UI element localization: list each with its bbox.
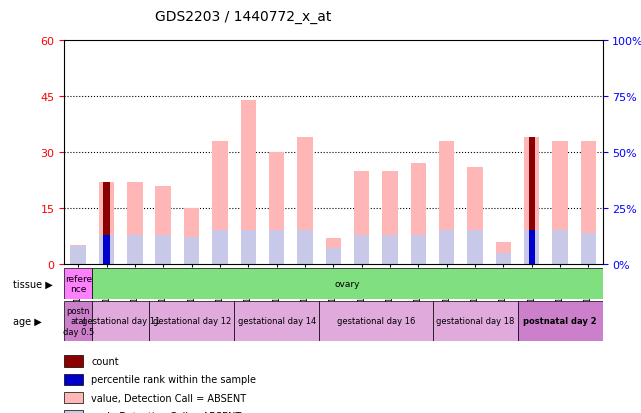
Bar (99, 183, 114, 264)
Bar (439, 142, 454, 264)
Text: refere
nce: refere nce (65, 274, 92, 294)
Bar (71, 247, 86, 264)
FancyBboxPatch shape (319, 301, 433, 341)
Bar (553, 231, 568, 264)
Text: postnatal day 2: postnatal day 2 (523, 317, 597, 325)
Bar (71, 246, 86, 264)
Text: gestational day 12: gestational day 12 (153, 317, 231, 325)
Bar (581, 142, 596, 264)
Text: ovary: ovary (335, 280, 360, 288)
Bar (410, 235, 426, 264)
Bar (553, 142, 568, 264)
FancyBboxPatch shape (433, 301, 517, 341)
Bar (156, 235, 171, 264)
Bar (269, 153, 285, 264)
Bar (297, 138, 313, 264)
FancyBboxPatch shape (92, 301, 149, 341)
Text: count: count (91, 356, 119, 366)
Text: GDS2203 / 1440772_x_at: GDS2203 / 1440772_x_at (155, 10, 332, 24)
Bar (529, 138, 535, 264)
FancyBboxPatch shape (234, 301, 319, 341)
Bar (439, 231, 454, 264)
Bar (269, 231, 285, 264)
Text: gestational day 18: gestational day 18 (436, 317, 514, 325)
FancyBboxPatch shape (517, 301, 603, 341)
Bar (103, 183, 110, 264)
Bar (64, 356, 83, 367)
Bar (64, 392, 83, 404)
Bar (240, 101, 256, 264)
Text: gestational day 16: gestational day 16 (337, 317, 415, 325)
Bar (581, 233, 596, 264)
Bar (354, 235, 369, 264)
Bar (64, 374, 83, 385)
Text: postn
atal
day 0.5: postn atal day 0.5 (63, 306, 94, 336)
Bar (212, 231, 228, 264)
Text: tissue ▶: tissue ▶ (13, 279, 53, 289)
Bar (184, 237, 199, 264)
Bar (212, 142, 228, 264)
Bar (103, 235, 110, 264)
Bar (326, 249, 341, 264)
Bar (127, 183, 143, 264)
Bar (529, 231, 535, 264)
Bar (467, 231, 483, 264)
Text: rank, Detection Call = ABSENT: rank, Detection Call = ABSENT (91, 411, 241, 413)
Bar (354, 171, 369, 264)
Bar (99, 235, 114, 264)
Bar (64, 410, 83, 413)
Bar (127, 235, 143, 264)
Bar (326, 238, 341, 264)
FancyBboxPatch shape (64, 268, 92, 299)
Bar (467, 168, 483, 264)
FancyBboxPatch shape (149, 301, 234, 341)
Bar (184, 209, 199, 264)
Bar (524, 231, 540, 264)
Bar (410, 164, 426, 264)
Bar (240, 231, 256, 264)
Text: value, Detection Call = ABSENT: value, Detection Call = ABSENT (91, 393, 246, 403)
Bar (495, 242, 511, 264)
FancyBboxPatch shape (64, 301, 92, 341)
FancyBboxPatch shape (92, 268, 603, 299)
Text: age ▶: age ▶ (13, 316, 42, 326)
Bar (382, 235, 398, 264)
Text: percentile rank within the sample: percentile rank within the sample (91, 375, 256, 385)
Text: gestational day 14: gestational day 14 (238, 317, 316, 325)
Bar (495, 253, 511, 264)
Text: gestational day 11: gestational day 11 (81, 317, 160, 325)
Bar (156, 186, 171, 264)
Bar (297, 231, 313, 264)
Bar (382, 171, 398, 264)
Bar (524, 138, 540, 264)
